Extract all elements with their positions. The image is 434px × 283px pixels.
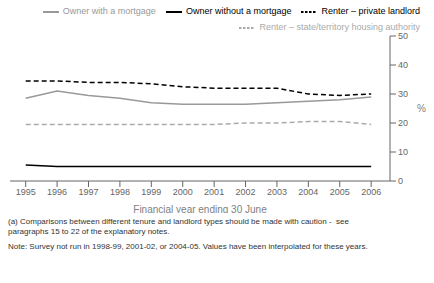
svg-text:2000: 2000 xyxy=(173,187,193,197)
svg-text:2005: 2005 xyxy=(330,187,350,197)
svg-text:30: 30 xyxy=(398,89,408,99)
svg-text:20: 20 xyxy=(398,118,408,128)
html-text:Renter – state/territory housi: Renter – state/territory housing authori… xyxy=(259,22,420,33)
svg-text:0: 0 xyxy=(398,176,403,186)
svg-text:2002: 2002 xyxy=(236,187,256,197)
svg-text:40: 40 xyxy=(398,60,408,70)
svg-text:10: 10 xyxy=(398,147,408,157)
svg-text:1996: 1996 xyxy=(47,187,67,197)
html-text:Owner with a mortgage: Owner with a mortgage xyxy=(62,6,156,17)
svg-text:2006: 2006 xyxy=(361,187,381,197)
svg-text:2001: 2001 xyxy=(204,187,224,197)
svg-text:1997: 1997 xyxy=(78,187,98,197)
svg-text:1995: 1995 xyxy=(16,187,36,197)
svg-text:1998: 1998 xyxy=(110,187,130,197)
html-text:paragraphs 15 to 22 of the exp: paragraphs 15 to 22 of the explanatory n… xyxy=(8,227,170,236)
svg-text:2004: 2004 xyxy=(298,187,318,197)
svg-text:Financial year ending 30 June: Financial year ending 30 June xyxy=(133,204,267,213)
html-text:Owner without a mortgage: Owner without a mortgage xyxy=(185,6,292,17)
svg-text:%: % xyxy=(417,103,426,114)
svg-text:2003: 2003 xyxy=(267,187,287,197)
html-text:Note: Survey not run in 1998-9: Note: Survey not run in 1998-99, 2001-02… xyxy=(8,242,368,251)
html-text:Renter – private landlord: Renter – private landlord xyxy=(321,6,420,17)
html-text:(a) Comparisons between differ: (a) Comparisons between different tenure… xyxy=(8,217,349,226)
svg-text:1999: 1999 xyxy=(141,187,161,197)
svg-text:50: 50 xyxy=(398,31,408,41)
